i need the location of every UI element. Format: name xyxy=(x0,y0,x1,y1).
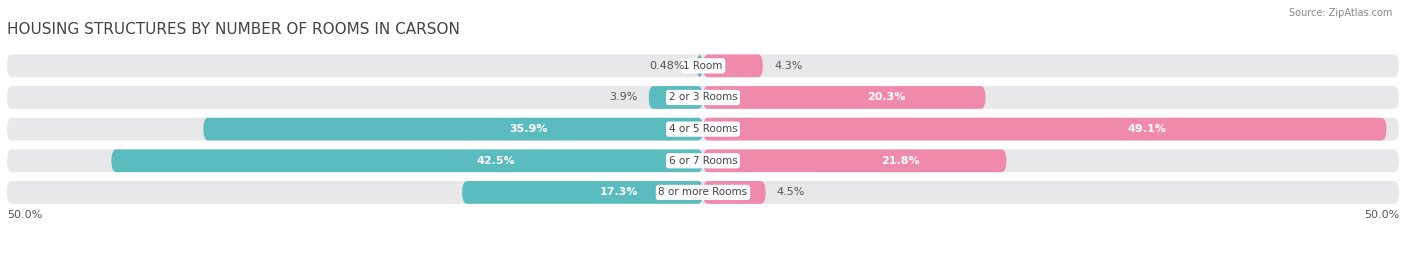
FancyBboxPatch shape xyxy=(7,118,1399,140)
Text: 2 or 3 Rooms: 2 or 3 Rooms xyxy=(669,93,737,102)
Text: 6 or 7 Rooms: 6 or 7 Rooms xyxy=(669,156,737,166)
FancyBboxPatch shape xyxy=(7,86,1399,109)
FancyBboxPatch shape xyxy=(703,181,766,204)
FancyBboxPatch shape xyxy=(7,149,1399,172)
Text: HOUSING STRUCTURES BY NUMBER OF ROOMS IN CARSON: HOUSING STRUCTURES BY NUMBER OF ROOMS IN… xyxy=(7,22,460,37)
FancyBboxPatch shape xyxy=(696,54,703,77)
Text: 4.3%: 4.3% xyxy=(773,61,803,71)
FancyBboxPatch shape xyxy=(703,149,1007,172)
Text: 4 or 5 Rooms: 4 or 5 Rooms xyxy=(669,124,737,134)
Text: 8 or more Rooms: 8 or more Rooms xyxy=(658,187,748,197)
Text: 21.8%: 21.8% xyxy=(882,156,920,166)
Text: 4.5%: 4.5% xyxy=(776,187,806,197)
Text: 0.48%: 0.48% xyxy=(650,61,685,71)
Text: 50.0%: 50.0% xyxy=(1364,210,1399,220)
FancyBboxPatch shape xyxy=(703,54,763,77)
Text: 17.3%: 17.3% xyxy=(599,187,638,197)
Text: 49.1%: 49.1% xyxy=(1128,124,1167,134)
FancyBboxPatch shape xyxy=(703,118,1386,140)
FancyBboxPatch shape xyxy=(7,54,1399,77)
Text: 3.9%: 3.9% xyxy=(609,93,637,102)
Text: 50.0%: 50.0% xyxy=(7,210,42,220)
FancyBboxPatch shape xyxy=(204,118,703,140)
Text: Source: ZipAtlas.com: Source: ZipAtlas.com xyxy=(1288,8,1392,18)
Text: 1 Room: 1 Room xyxy=(683,61,723,71)
Text: 20.3%: 20.3% xyxy=(868,93,905,102)
Text: 35.9%: 35.9% xyxy=(509,124,547,134)
FancyBboxPatch shape xyxy=(703,86,986,109)
FancyBboxPatch shape xyxy=(111,149,703,172)
FancyBboxPatch shape xyxy=(648,86,703,109)
Text: 42.5%: 42.5% xyxy=(477,156,515,166)
FancyBboxPatch shape xyxy=(463,181,703,204)
FancyBboxPatch shape xyxy=(7,181,1399,204)
